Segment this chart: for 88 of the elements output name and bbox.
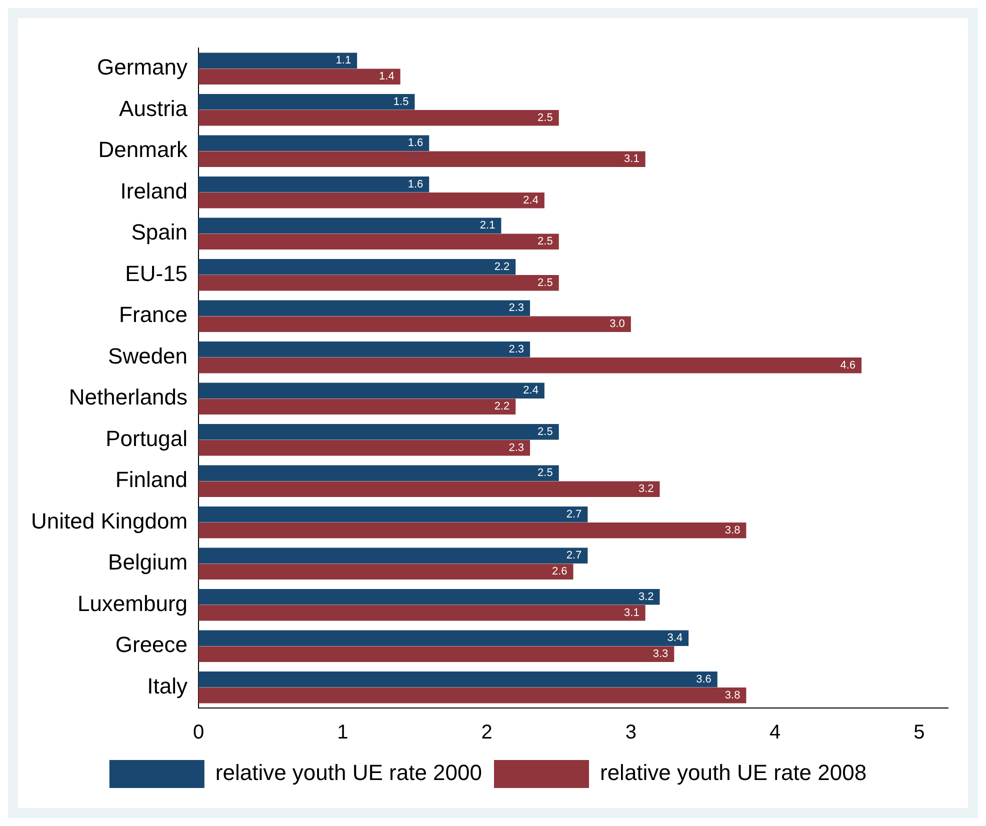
bar [198,176,430,192]
bar [198,646,674,662]
bar [198,588,660,605]
bar [198,192,544,208]
data-label: 3.8 [724,524,740,536]
data-label: 1.4 [379,70,394,83]
bar [198,316,631,332]
data-label: 2.1 [480,220,496,232]
y-tick-label: Ireland [120,178,188,204]
data-label: 2.2 [494,400,510,413]
data-label: 2.3 [508,343,524,356]
x-tick-label: 3 [625,722,636,744]
y-tick-label: France [119,302,188,328]
y-tick-label: EU-15 [125,260,188,286]
data-label: 3.2 [638,590,654,603]
bar [198,688,746,704]
bar [198,630,689,646]
data-label: 2.5 [538,112,553,124]
data-label: 3.4 [667,632,683,644]
bar [198,564,574,580]
data-label: 2.3 [508,302,524,314]
y-tick-label: Sweden [108,343,188,368]
bar [198,135,430,151]
data-label: 2.5 [538,276,553,289]
y-tick-label: Belgium [108,550,188,575]
data-label: 2.6 [552,566,568,578]
data-label: 3.6 [696,673,712,686]
y-tick-label: Denmark [98,137,189,162]
bar [198,506,588,522]
bar [198,605,646,621]
x-tick-label: 0 [192,722,204,744]
bar [198,382,544,398]
bar [198,151,646,168]
y-tick-label: Germany [97,54,188,80]
data-label: 1.6 [408,137,424,150]
bar [198,522,746,538]
y-tick-label: Spain [131,220,188,245]
y-tick-label: Portugal [106,426,188,451]
data-label: 3.8 [724,689,740,702]
data-label: 3.0 [610,318,625,330]
bar [198,300,530,316]
x-tick-label: 4 [769,722,781,744]
data-label: 2.5 [538,426,553,438]
data-label: 2.7 [566,508,582,520]
bar [198,258,516,275]
data-label: 2.4 [523,384,538,397]
bar [198,548,588,564]
y-tick-label: Netherlands [68,384,188,410]
bar [198,358,862,374]
bar [198,68,400,85]
data-label: 1.6 [408,178,424,190]
legend-label: relative youth UE rate 2000 [215,760,482,786]
y-tick-label: United Kingdom [30,508,188,534]
y-tick-label: Italy [147,673,188,698]
data-label: 3.3 [652,648,668,660]
data-label: 2.4 [523,194,538,206]
bar [198,671,718,688]
data-label: 3.1 [624,606,640,619]
data-label: 2.5 [538,467,553,480]
bar [198,275,559,291]
data-label: 4.6 [840,359,856,372]
data-label: 2.2 [494,260,510,273]
y-tick-label: Finland [115,467,188,492]
data-label: 3.1 [624,153,640,166]
data-label: 2.3 [508,442,524,454]
bar [198,424,559,440]
x-tick-label: 1 [337,722,348,744]
bar [198,398,516,415]
legend-label: relative youth UE rate 2008 [600,760,867,786]
data-label: 2.5 [538,236,553,248]
y-tick-label: Austria [119,96,188,121]
bar [198,52,358,68]
x-tick-label: 5 [914,722,925,744]
data-label: 1.1 [336,54,352,67]
y-tick-label: Luxemburg [77,590,188,616]
x-tick-label: 2 [481,722,492,744]
bar [198,465,559,481]
bar [198,218,502,234]
bar [198,341,530,358]
data-label: 3.2 [638,483,654,496]
bar [198,440,530,456]
data-label: 2.7 [566,550,582,562]
bar [198,110,559,126]
bar [198,481,660,498]
bar [198,234,559,250]
y-tick-label: Greece [115,632,188,658]
bar [198,94,415,110]
data-label: 1.5 [393,96,409,108]
